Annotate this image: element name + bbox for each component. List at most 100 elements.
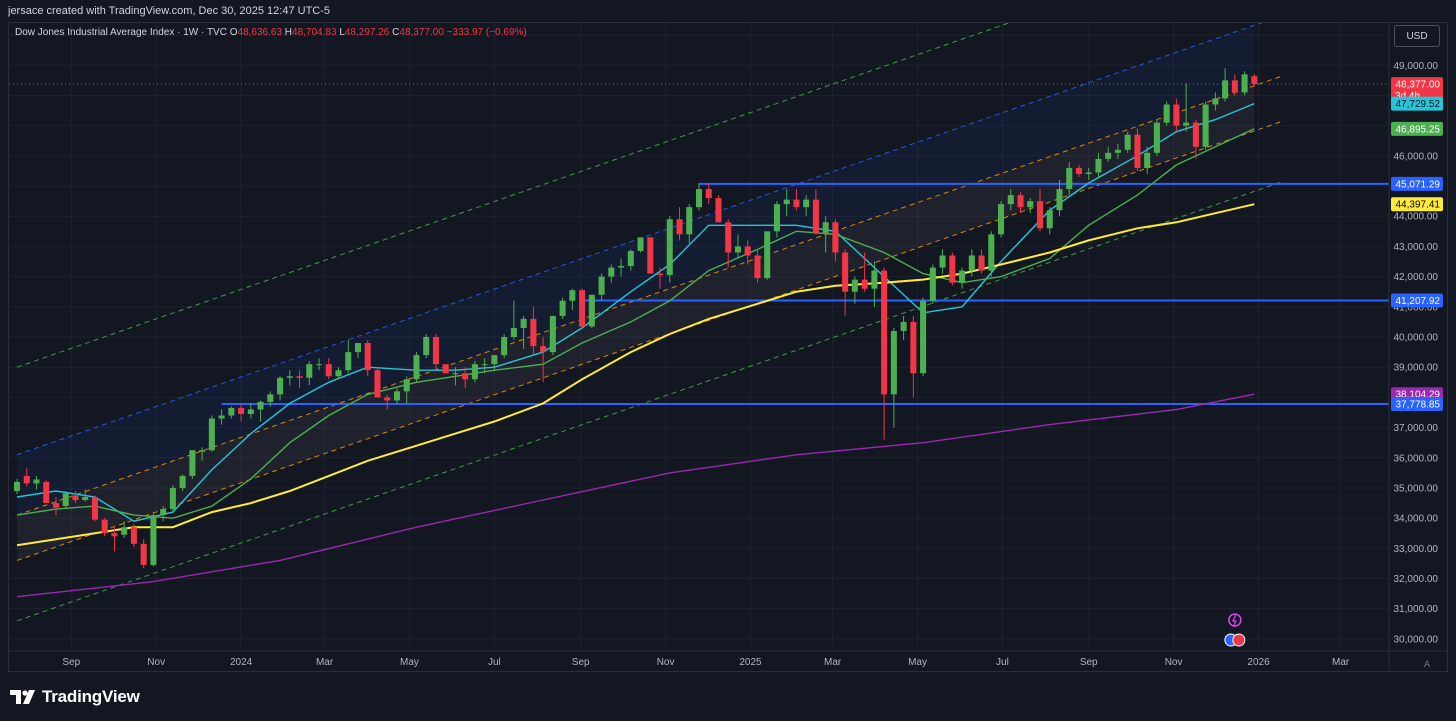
candle [861, 252, 868, 292]
candle [91, 495, 98, 522]
candle [1124, 131, 1131, 153]
candle [734, 234, 741, 259]
candle [1222, 68, 1229, 102]
time-tick-label: Sep [62, 657, 80, 668]
time-tick-label: Mar [316, 657, 334, 668]
candle-body [666, 219, 673, 276]
price-tick-label: 31,000.00 [1394, 604, 1439, 615]
candle [851, 276, 858, 304]
candle-body [530, 318, 537, 347]
candle-body [1114, 149, 1121, 153]
candle [257, 400, 264, 422]
candle [1163, 101, 1170, 126]
candle-body [238, 407, 245, 414]
auto-scale-button[interactable]: A [1423, 659, 1430, 669]
candle-body [471, 364, 478, 380]
candle [267, 391, 274, 407]
candle [345, 340, 352, 374]
channel-upper-fill [17, 25, 1255, 516]
header-text: jersace created with TradingView.com, De… [8, 5, 331, 17]
price-tick-label: 46,000.00 [1394, 151, 1439, 162]
candle-body [618, 266, 625, 268]
candle-body [481, 364, 488, 366]
candle-body [559, 300, 566, 316]
candle-body [72, 495, 79, 501]
candle-body [384, 397, 391, 401]
candle-body [1124, 134, 1131, 150]
candle-body [686, 207, 693, 235]
price-badge-bg [1391, 293, 1443, 308]
candle [218, 409, 225, 425]
candle [695, 183, 703, 211]
candle [764, 231, 771, 280]
candle [744, 240, 751, 265]
candle-body [296, 376, 303, 378]
candle-body [43, 481, 50, 504]
candle [949, 252, 956, 286]
candle [1241, 71, 1248, 96]
candle [1095, 152, 1102, 177]
candle [33, 475, 40, 490]
price-tick-label: 37,000.00 [1394, 423, 1439, 434]
price-tick-label: 39,000.00 [1394, 363, 1439, 374]
flag-icon-right [1232, 633, 1246, 647]
candle-body [647, 237, 654, 274]
candle-body [1007, 195, 1014, 205]
price-badge: 37,778.85 [1391, 397, 1443, 412]
candle [1056, 180, 1063, 217]
candle-body [1222, 80, 1229, 99]
candle-body [881, 270, 888, 395]
candle [432, 333, 439, 371]
candle-body [929, 267, 936, 301]
candle [881, 267, 888, 440]
candle-body [744, 246, 751, 256]
candle [101, 518, 108, 537]
candle-body [121, 527, 128, 535]
channel-line-upper [16, 23, 1263, 456]
candle-body [101, 519, 108, 534]
candle-body [491, 355, 498, 365]
candle [871, 261, 878, 307]
channel-line-outer-top [16, 23, 1011, 368]
candle [978, 249, 985, 274]
candle-body [1144, 152, 1151, 168]
price-tick-label: 30,000.00 [1394, 634, 1439, 645]
price-badge: 45,071.29 [1391, 176, 1443, 191]
candle-body [637, 237, 644, 251]
candle [1231, 74, 1238, 96]
chart-pane[interactable]: 30,000.00 31,000.00 32,000.00 33,000.00 34,0… [8, 22, 1448, 672]
candle-body [1251, 76, 1258, 85]
candle [325, 358, 332, 380]
candle-body [169, 487, 176, 510]
candle-body [549, 315, 556, 353]
time-tick-label: Nov [657, 657, 675, 668]
candle [189, 450, 196, 479]
currency-button[interactable]: USD [1394, 25, 1440, 47]
candle [510, 300, 517, 341]
candle-body [13, 481, 21, 491]
chart-canvas[interactable]: 30,000.00 31,000.00 32,000.00 33,000.00 34,0… [9, 23, 1447, 671]
candle [306, 361, 313, 386]
candle [842, 249, 849, 316]
candle-body [267, 394, 274, 402]
time-scale: Sep Nov 2024 Mar May Jul Sep Nov 2025 Mar May Jul Se… [9, 650, 1447, 668]
candle [998, 201, 1005, 238]
lightning-icon-bolt [1231, 614, 1237, 627]
candle-body [949, 255, 956, 283]
candle [988, 231, 995, 277]
price-badge-bg [1391, 96, 1443, 111]
time-tick-label: Mar [1332, 657, 1350, 668]
close-label: C [392, 27, 400, 38]
price-tick-label: 36,000.00 [1394, 453, 1439, 464]
candle [1173, 98, 1180, 132]
candle [520, 315, 527, 350]
candle [354, 343, 362, 359]
candle [228, 406, 235, 419]
candle [1066, 161, 1073, 196]
price-badge-countdown: 3d 4h [1395, 91, 1420, 102]
candle [384, 394, 391, 410]
candle-body [413, 355, 420, 380]
tradingview-logo[interactable]: TradingView [10, 686, 140, 708]
close-value: 48,377.00 [399, 27, 444, 38]
